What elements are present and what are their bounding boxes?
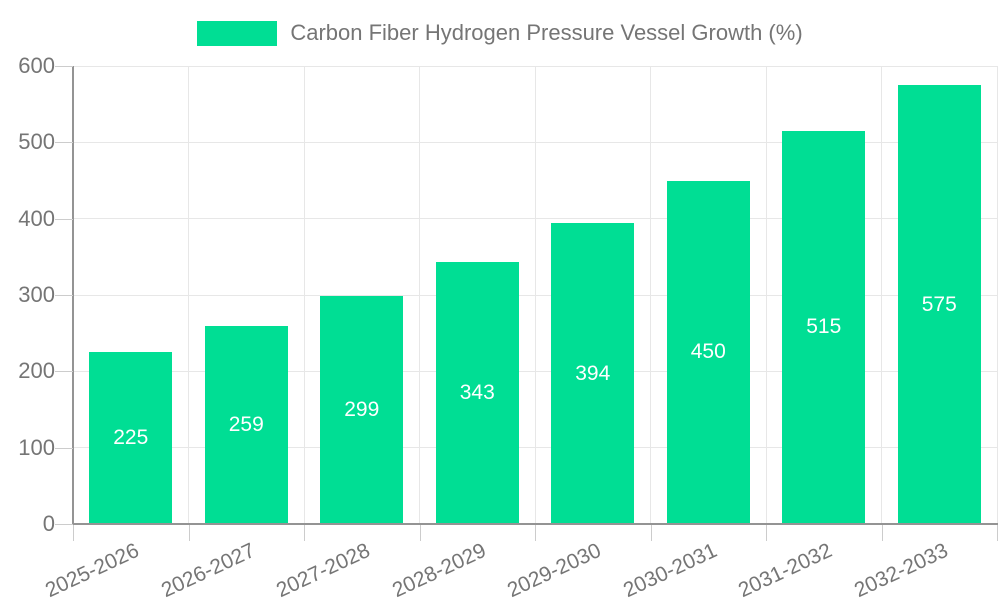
x-axis-tick (188, 525, 190, 541)
x-axis-tick-label: 2029-2030 (504, 538, 605, 600)
legend-label: Carbon Fiber Hydrogen Pressure Vessel Gr… (290, 20, 803, 45)
y-axis-tick-label: 500 (18, 129, 55, 155)
y-axis-tick (55, 524, 73, 525)
bar-value-label: 225 (113, 426, 149, 450)
y-axis-tick (55, 66, 73, 67)
x-axis-tick (997, 525, 998, 541)
y-axis-tick-label: 300 (18, 282, 55, 307)
bar (320, 295, 404, 524)
bar (782, 130, 866, 524)
bar-value-label: 343 (459, 381, 495, 405)
x-axis-tick-label: 2030-2031 (619, 538, 721, 600)
bar (204, 326, 288, 524)
legend: Carbon Fiber Hydrogen Pressure Vessel Gr… (0, 8, 1000, 58)
y-axis-tick-label: 100 (18, 434, 55, 460)
y-axis-tick (55, 218, 73, 220)
plot-area: 225 259 299 343 394 450 515 575 (73, 65, 998, 524)
v-gridline (881, 66, 882, 524)
v-gridline (650, 66, 651, 524)
bar (89, 352, 173, 524)
x-axis-tick-label: 2032-2033 (850, 538, 952, 600)
y-axis-tick-label: 0 (42, 511, 55, 536)
y-axis-tick (55, 295, 73, 296)
x-axis-tick (650, 525, 652, 541)
bar (551, 223, 635, 524)
y-axis-tick (55, 371, 73, 373)
bar-value-label: 299 (344, 397, 380, 421)
x-axis-tick-label: 2026-2027 (157, 538, 259, 600)
x-axis-tick (766, 525, 767, 541)
bar-value-label: 259 (228, 413, 264, 437)
v-gridline (765, 66, 767, 524)
x-axis-tick (73, 525, 74, 541)
legend-swatch (197, 20, 278, 46)
x-axis-tick-label: 2031-2032 (735, 538, 836, 600)
v-gridline (534, 66, 536, 524)
y-axis-tick-label: 400 (18, 205, 55, 231)
x-axis-line (72, 523, 998, 525)
v-gridline (996, 66, 998, 524)
v-gridline (303, 66, 305, 524)
y-axis-tick (55, 447, 73, 449)
v-gridline (188, 66, 189, 524)
bar (897, 85, 981, 524)
bar (435, 262, 519, 524)
y-axis-tick-label: 600 (18, 53, 55, 78)
x-axis-tick-label: 2028-2029 (388, 538, 490, 600)
bar (666, 180, 750, 524)
x-axis-tick-label: 2025-2026 (42, 538, 143, 600)
v-gridline (419, 66, 420, 524)
x-axis-tick (304, 525, 305, 541)
y-axis-tick (55, 142, 73, 144)
y-axis-line (72, 66, 74, 525)
y-axis-tick-label: 200 (18, 358, 55, 384)
bar-value-label: 515 (806, 315, 842, 339)
bar-value-label: 450 (690, 340, 726, 364)
x-axis-tick-label: 2027-2028 (273, 538, 374, 600)
x-axis-tick (419, 525, 421, 541)
x-axis-tick (881, 525, 883, 541)
x-axis-tick (535, 525, 536, 541)
bar-value-label: 394 (575, 361, 611, 385)
bar-value-label: 575 (921, 292, 957, 316)
